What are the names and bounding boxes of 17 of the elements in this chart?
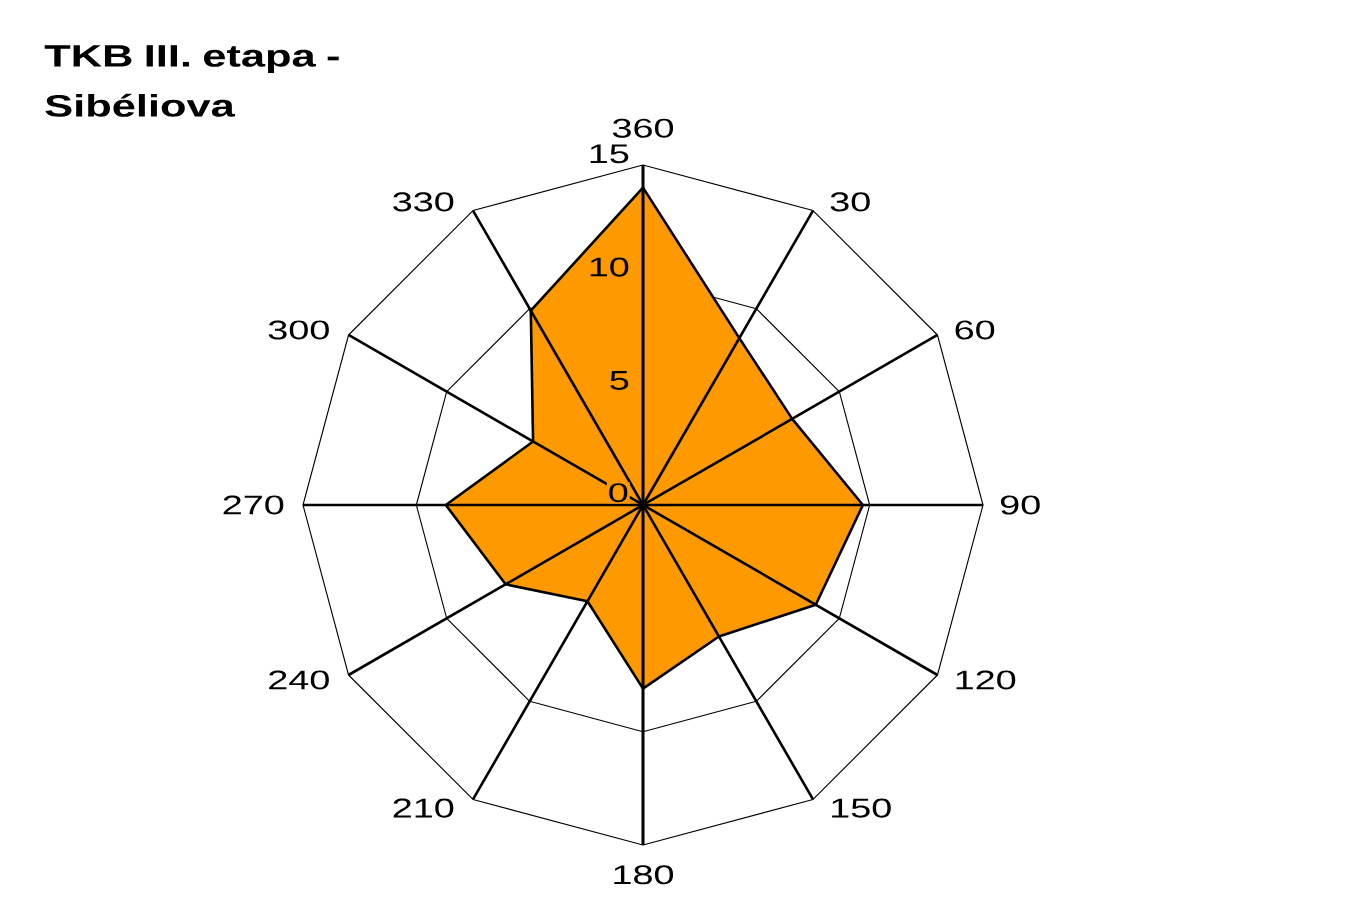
y-tick-label: 5 — [610, 371, 629, 390]
y-tick-label: 0 — [609, 483, 628, 503]
y-tick-label: 15 — [590, 144, 629, 164]
spoke-label: 180 — [614, 865, 674, 885]
spoke-label: 270 — [223, 495, 284, 515]
spoke-label: 60 — [955, 320, 995, 340]
spoke-label: 330 — [393, 192, 454, 212]
spoke-label: 120 — [956, 670, 1016, 690]
spoke-label: 360 — [612, 118, 674, 138]
spoke-label: 30 — [830, 192, 870, 212]
chart-title: TKB III. etapa - Sibéliova — [44, 45, 339, 117]
y-tick-label: 10 — [590, 257, 629, 277]
spoke-label: 300 — [268, 320, 329, 340]
spoke-label: 240 — [269, 670, 329, 690]
spoke-label: 90 — [1000, 495, 1040, 515]
spoke-label: 150 — [832, 798, 891, 818]
spoke-label: 210 — [393, 798, 454, 818]
